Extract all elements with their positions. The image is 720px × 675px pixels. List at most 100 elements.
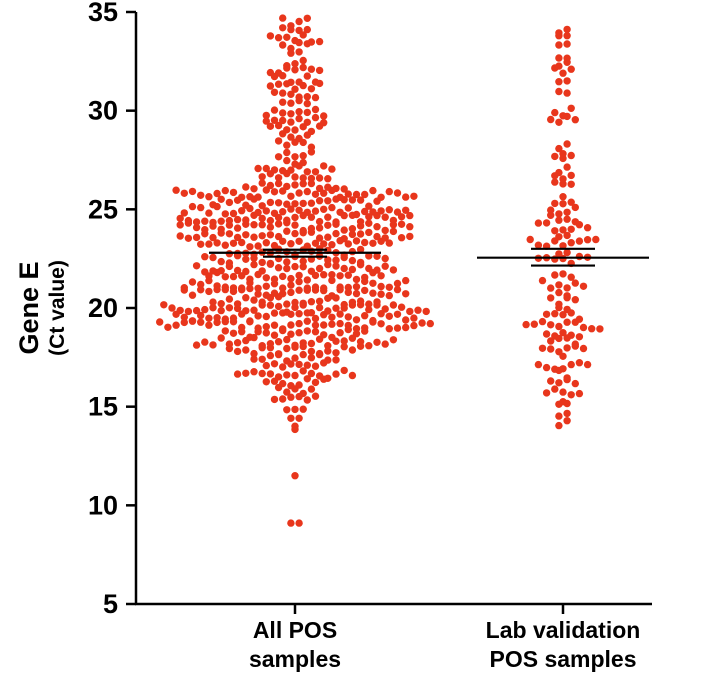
data-point <box>583 224 592 232</box>
data-point <box>559 69 567 77</box>
data-point <box>559 311 567 319</box>
data-point <box>299 158 307 167</box>
data-point <box>242 183 250 191</box>
data-point <box>559 175 567 183</box>
data-point <box>270 289 279 297</box>
data-point <box>291 298 299 307</box>
data-point <box>274 174 283 182</box>
data-point <box>238 284 246 292</box>
data-point <box>246 284 254 293</box>
data-point <box>381 305 389 313</box>
data-point <box>279 379 287 388</box>
data-point <box>233 300 242 308</box>
data-point <box>356 258 365 267</box>
data-point <box>197 240 205 248</box>
data-point <box>547 206 555 214</box>
data-point <box>361 286 369 295</box>
data-point <box>197 203 205 212</box>
y-tick-label: 35 <box>88 0 118 27</box>
data-point <box>336 208 344 216</box>
data-point <box>246 193 254 201</box>
data-point <box>287 321 295 329</box>
data-point <box>389 227 398 236</box>
data-point <box>176 306 184 315</box>
data-point <box>291 221 299 229</box>
data-point <box>287 414 295 422</box>
y-tick-label: 25 <box>88 194 118 224</box>
data-point <box>262 378 270 386</box>
data-point <box>287 288 295 297</box>
data-point <box>274 121 283 130</box>
data-point <box>332 184 340 193</box>
data-point <box>184 307 193 316</box>
data-point <box>563 409 571 418</box>
data-point <box>328 203 336 212</box>
data-point <box>320 284 328 292</box>
data-point <box>575 333 584 341</box>
data-point <box>197 318 205 326</box>
data-point <box>365 213 373 221</box>
data-point <box>340 300 348 309</box>
data-point <box>307 267 316 275</box>
data-point <box>164 323 172 331</box>
data-point <box>274 80 283 88</box>
data-point <box>250 349 258 358</box>
data-point <box>393 208 402 216</box>
data-point <box>583 236 592 244</box>
data-point <box>563 140 571 148</box>
data-point <box>414 306 422 314</box>
data-point <box>555 54 563 62</box>
data-point <box>192 341 201 349</box>
data-point <box>303 93 311 101</box>
data-point <box>238 207 246 215</box>
data-point <box>320 189 328 197</box>
data-point <box>279 290 287 298</box>
data-point <box>262 274 270 282</box>
data-point <box>266 32 275 40</box>
data-point <box>287 281 295 289</box>
data-point <box>303 118 311 127</box>
data-point <box>373 252 381 260</box>
data-point <box>320 112 328 120</box>
data-point <box>295 93 303 101</box>
data-point <box>315 174 324 182</box>
data-point <box>406 211 414 220</box>
data-point <box>332 229 340 238</box>
data-point <box>250 306 258 314</box>
data-point <box>283 33 291 41</box>
data-point <box>377 207 385 215</box>
data-point <box>213 189 221 198</box>
data-point <box>344 313 352 321</box>
data-point <box>410 192 418 200</box>
data-point <box>385 239 393 247</box>
data-point <box>551 365 559 373</box>
data-point <box>307 309 316 317</box>
data-point <box>542 330 551 338</box>
y-ticks: 5 10 15 20 25 30 35 <box>88 0 136 619</box>
data-point <box>242 267 250 276</box>
data-point <box>336 272 344 280</box>
data-point <box>547 377 555 385</box>
dots-layer <box>156 14 604 527</box>
data-point <box>279 41 287 49</box>
data-point <box>258 298 266 306</box>
data-point <box>385 291 393 300</box>
x-tick-label: samples <box>249 646 341 672</box>
data-point <box>332 304 340 312</box>
data-point <box>188 202 197 211</box>
data-point <box>356 245 365 254</box>
data-point <box>311 105 320 114</box>
data-point <box>559 388 567 396</box>
data-point <box>356 338 365 346</box>
data-point <box>299 405 307 413</box>
data-point <box>336 310 344 318</box>
y-axis-title: Gene E (Ct value) <box>14 260 69 356</box>
data-point <box>299 226 307 235</box>
data-point <box>266 181 275 190</box>
data-point <box>320 205 328 213</box>
data-point <box>320 162 328 170</box>
data-point <box>303 327 311 335</box>
data-point <box>246 333 254 341</box>
y-tick-label: 30 <box>88 96 118 126</box>
data-point <box>563 318 571 326</box>
